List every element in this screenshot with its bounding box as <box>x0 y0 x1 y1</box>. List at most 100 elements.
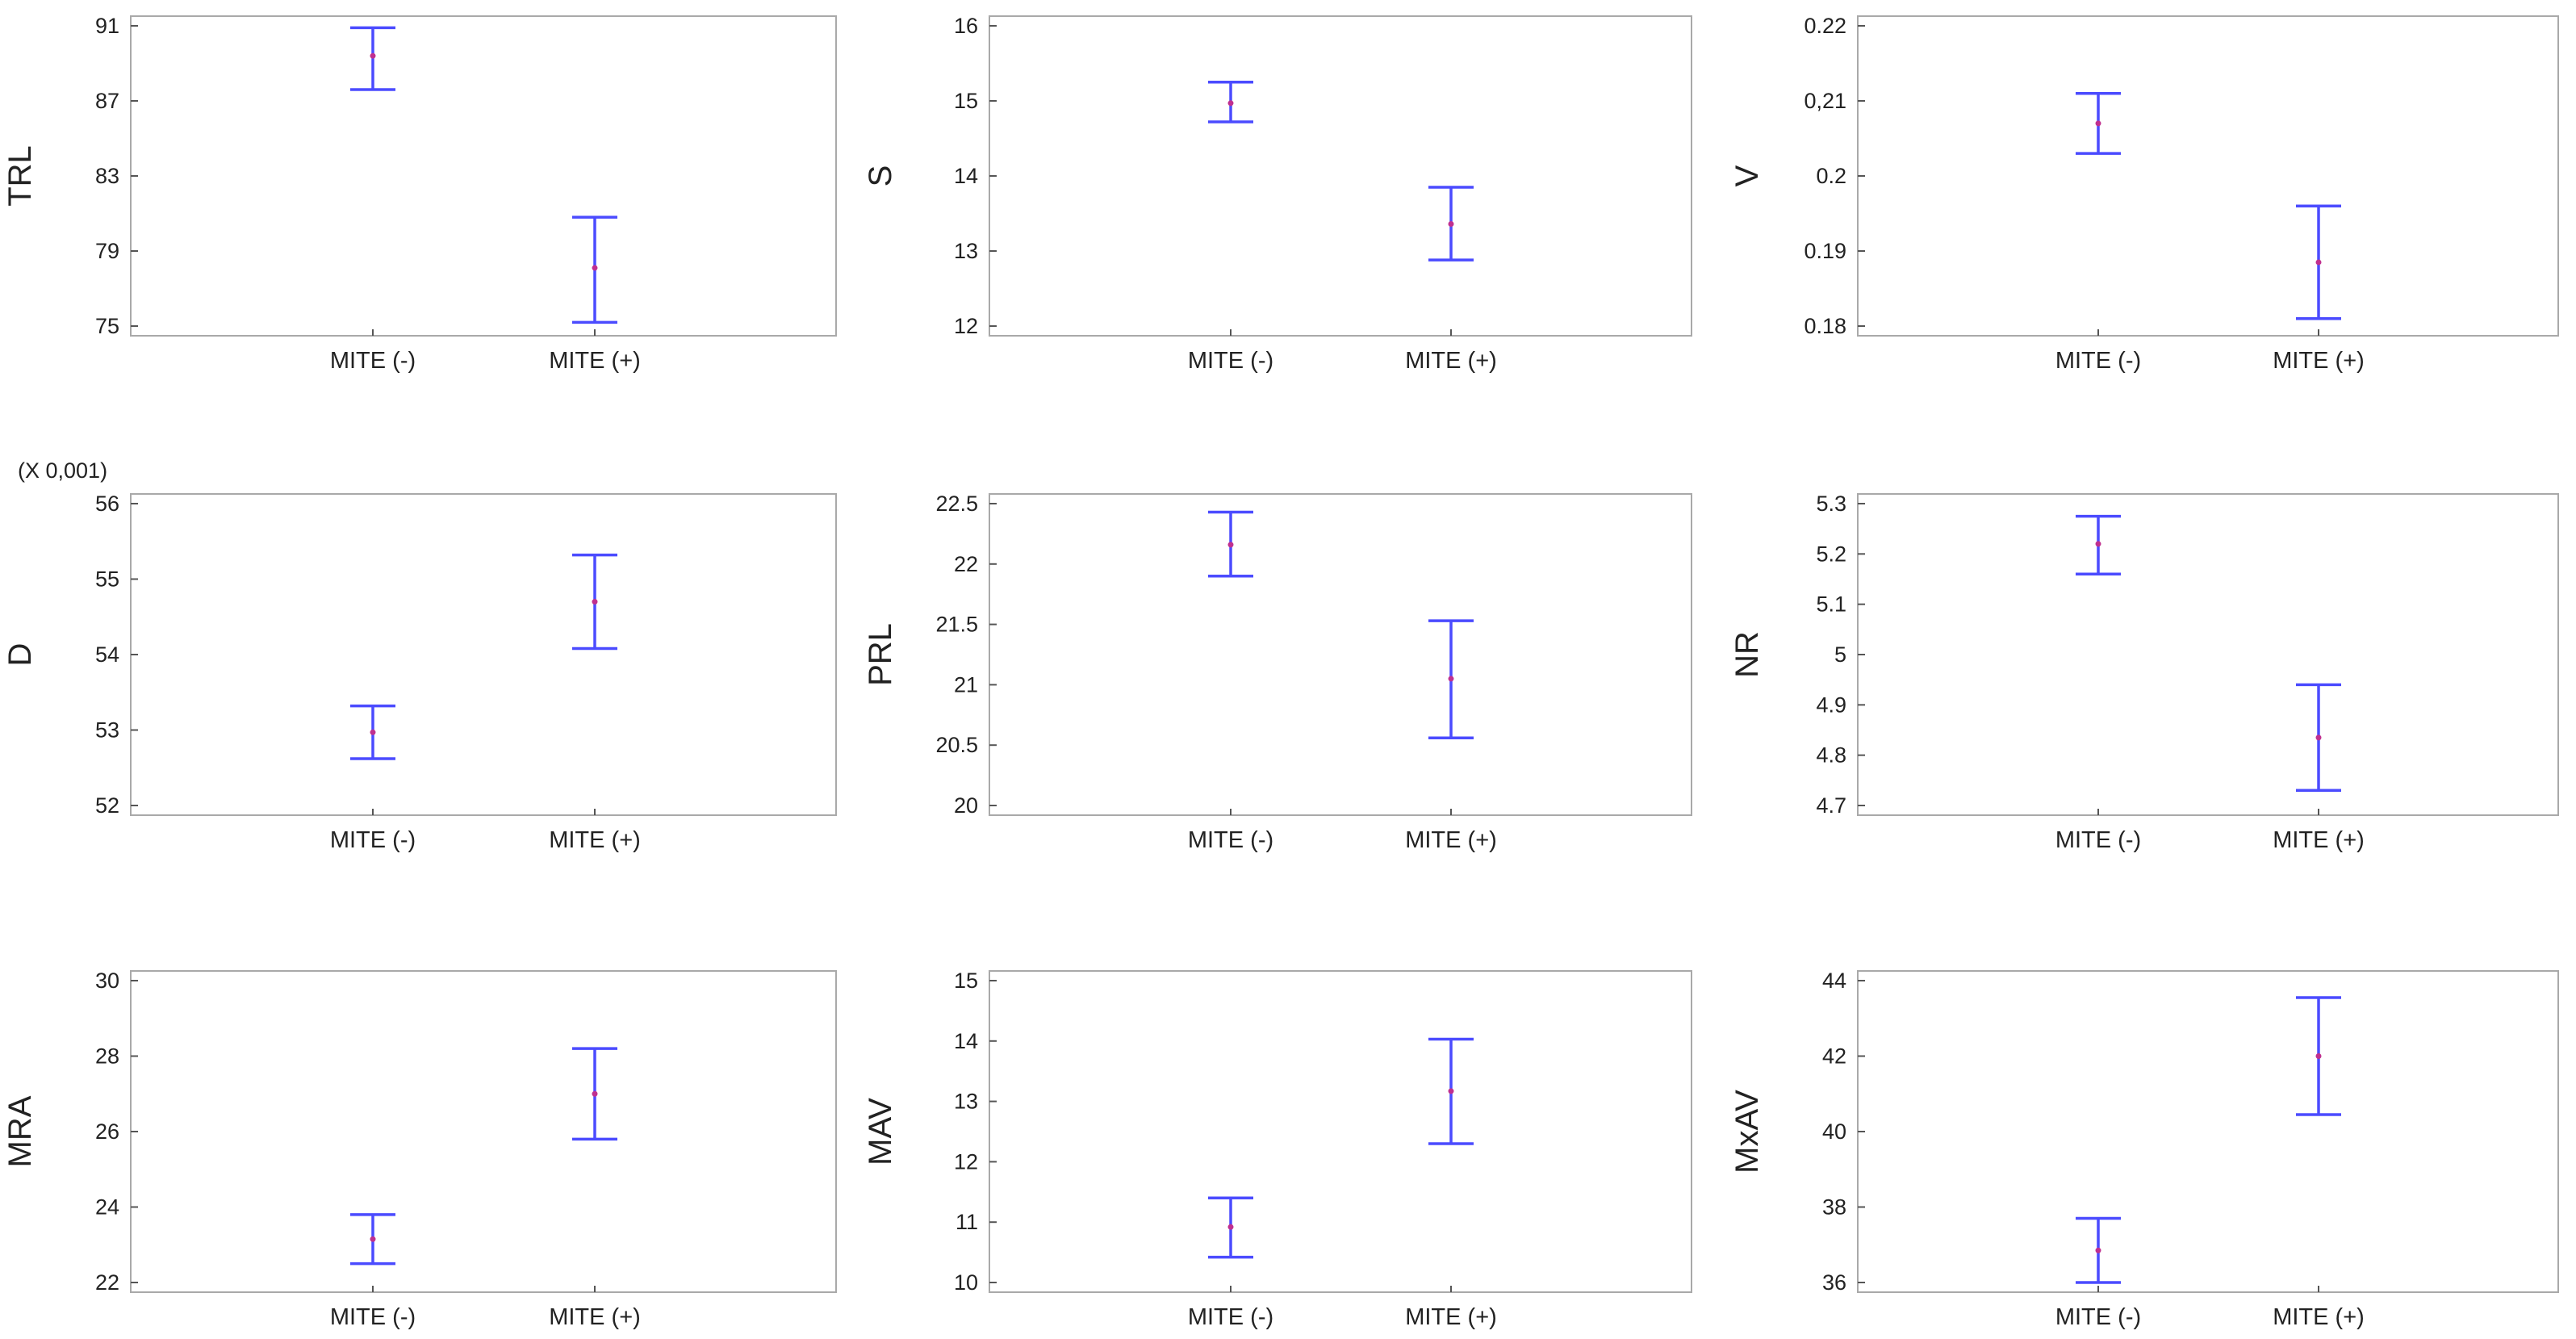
y-axis-label: S <box>863 165 898 187</box>
y-tick-label: 52 <box>95 793 119 818</box>
mean-point <box>1448 221 1454 228</box>
y-tick-label: 42 <box>1822 1044 1846 1069</box>
panel-s: 12 13 14 15 16 S MITE (-) MITE (+) <box>863 14 1692 374</box>
mean-point <box>2095 541 2101 547</box>
category-label: MITE (+) <box>549 1304 641 1330</box>
category-label: MITE (+) <box>1405 827 1497 853</box>
mean-point <box>1448 676 1454 682</box>
panel-v: 0.18 0.19 0.2 0,21 0.22 V MITE (-) MITE (+) <box>1729 14 2559 374</box>
y-tick-label: 22 <box>95 1270 119 1295</box>
y-tick-label: 53 <box>95 718 119 743</box>
y-tick-label: 56 <box>95 492 119 516</box>
y-tick-label: 12 <box>954 314 978 338</box>
y-tick-label: 5 <box>1834 642 1846 667</box>
error-bar <box>1428 1037 1474 1145</box>
error-bar <box>1428 186 1474 262</box>
y-axis-label: TRL <box>2 145 38 207</box>
category-label: MITE (-) <box>1188 827 1273 853</box>
error-bar <box>350 26 395 91</box>
mean-point <box>592 599 598 605</box>
category-label: MITE (-) <box>1188 1304 1273 1330</box>
y-tick-label: 0,21 <box>1804 89 1846 113</box>
category-label: MITE (-) <box>330 348 416 374</box>
y-tick-label: 79 <box>95 239 119 263</box>
error-bar <box>1428 619 1474 739</box>
category-label: MITE (-) <box>2055 1304 2141 1330</box>
y-tick-label: 0.22 <box>1804 14 1846 38</box>
y-tick-label: 87 <box>95 89 119 113</box>
y-tick-label: 44 <box>1822 969 1846 993</box>
panel-nr: 4.7 4.8 4.9 5 5.1 5.2 5.3 NR MITE (-) MITE (+) <box>1729 492 2559 853</box>
category-label: MITE (+) <box>2273 827 2365 853</box>
y-axis-label: MxAV <box>1729 1090 1765 1174</box>
y-tick-label: 15 <box>954 969 978 993</box>
y-tick-label: 30 <box>95 969 119 993</box>
y-tick-label: 83 <box>95 164 119 188</box>
category-label: MITE (-) <box>330 1304 416 1330</box>
y-axis-label: MAV <box>863 1098 898 1165</box>
y-tick-label: 12 <box>954 1149 978 1174</box>
y-tick-label: 4.8 <box>1816 743 1846 768</box>
error-bar <box>350 704 395 760</box>
y-tick-label: 10 <box>954 1270 978 1295</box>
y-tick-label: 40 <box>1822 1119 1846 1144</box>
error-bar <box>2296 996 2341 1116</box>
y-tick-label: 5.3 <box>1816 492 1846 516</box>
panel-trl: 75 79 83 87 91 TRL MITE (-) MITE (+) <box>2 14 837 374</box>
error-bar <box>572 1047 617 1141</box>
mean-point <box>2315 734 2322 741</box>
y-tick-label: 11 <box>956 1210 978 1234</box>
y-tick-label: 13 <box>954 1090 978 1114</box>
y-tick-label: 14 <box>954 164 978 188</box>
mean-point <box>370 1236 376 1242</box>
y-tick-label: 4.7 <box>1816 793 1846 818</box>
error-bar <box>2296 683 2341 793</box>
error-bar <box>572 553 617 651</box>
y-tick-label: 36 <box>1822 1270 1846 1295</box>
y-tick-label: 20.5 <box>935 733 978 757</box>
mean-point <box>2315 1053 2322 1059</box>
y-tick-label: 26 <box>95 1119 119 1144</box>
mean-point <box>592 265 598 271</box>
mean-point <box>1227 100 1234 107</box>
y-tick-label: 54 <box>95 642 119 667</box>
panel-mra: 22 24 26 28 30 MRA MITE (-) MITE (+) <box>2 969 837 1330</box>
mean-point <box>2095 1247 2101 1253</box>
mean-point <box>1448 1088 1454 1094</box>
plot-frame <box>989 970 1692 1293</box>
category-label: MITE (-) <box>330 827 416 853</box>
y-tick-label: 38 <box>1822 1195 1846 1220</box>
y-tick-label: 28 <box>95 1044 119 1069</box>
category-label: MITE (+) <box>2273 348 2365 374</box>
error-bar <box>2076 91 2121 155</box>
y-tick-label: 16 <box>954 14 978 38</box>
y-axis-label: PRL <box>863 623 898 686</box>
category-label: MITE (+) <box>549 348 641 374</box>
mean-point <box>592 1090 598 1097</box>
category-label: MITE (+) <box>2273 1304 2365 1330</box>
mean-point <box>1227 1224 1234 1230</box>
panel-mav: 10 11 12 13 14 15 MAV MITE (-) MITE (+) <box>863 969 1692 1330</box>
panel-prl: 20 20.5 21 21.5 22 22.5 PRL MITE (-) MITE (+) <box>863 492 1692 853</box>
error-bar <box>2076 1216 2121 1284</box>
error-bar <box>1208 81 1253 123</box>
y-axis-label: MRA <box>2 1095 38 1167</box>
y-tick-label: 22.5 <box>935 492 978 516</box>
y-axis-label: D <box>2 643 38 667</box>
y-tick-label: 0.19 <box>1804 239 1846 263</box>
y-tick-label: 21.5 <box>935 613 978 637</box>
y-tick-label: 0.2 <box>1816 164 1846 188</box>
error-bar <box>1208 510 1253 578</box>
y-tick-label: 5.2 <box>1816 542 1846 566</box>
y-tick-label: 55 <box>95 567 119 592</box>
mean-point <box>1227 542 1234 548</box>
mean-point <box>2095 120 2101 127</box>
error-bar <box>2296 204 2341 320</box>
y-tick-label: 24 <box>95 1195 119 1220</box>
axis-multiplier-label: (X 0,001) <box>18 458 107 483</box>
y-axis-label: V <box>1729 165 1765 186</box>
mean-point <box>2315 259 2322 266</box>
category-label: MITE (+) <box>549 827 641 853</box>
